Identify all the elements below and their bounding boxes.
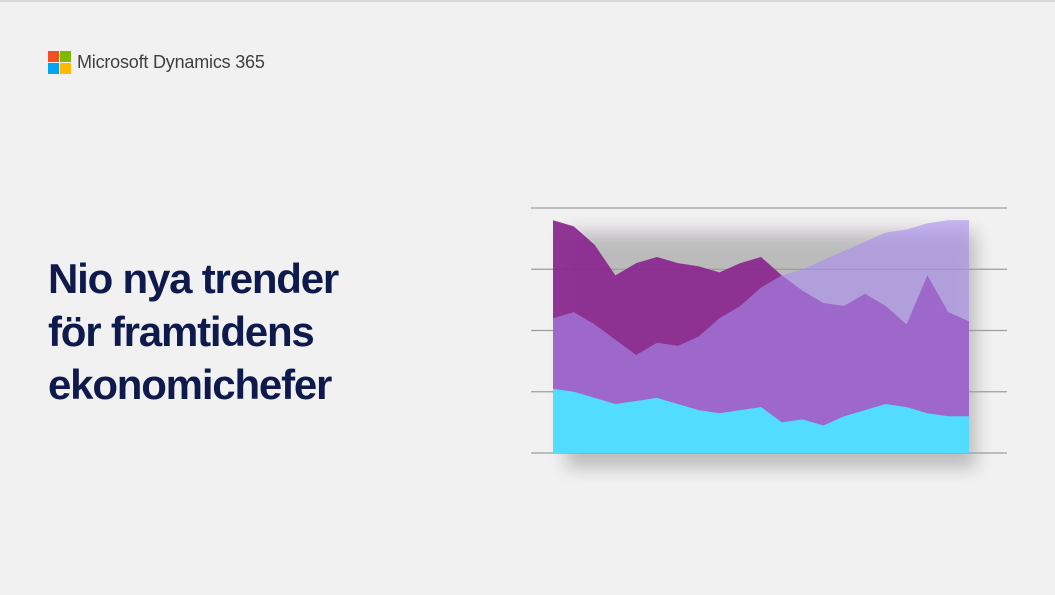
area-series-2 <box>553 220 969 453</box>
title-line-3: ekonomichefer <box>48 361 332 408</box>
brand-header: Microsoft Dynamics 365 <box>48 50 265 74</box>
microsoft-logo-icon <box>48 50 71 74</box>
title-line-1: Nio nya trender <box>48 255 339 302</box>
logo-square-yellow <box>60 62 71 74</box>
title-line-2: för framtidens <box>48 308 315 355</box>
chart-areas <box>553 220 969 453</box>
logo-square-green <box>60 50 71 62</box>
top-divider <box>0 0 1055 2</box>
area-series-3 <box>553 388 969 453</box>
brand-name: Microsoft Dynamics 365 <box>77 51 265 72</box>
logo-square-red <box>48 50 59 62</box>
logo-square-blue <box>48 62 59 74</box>
page-title: Nio nya trender för framtidens ekonomich… <box>48 252 488 411</box>
